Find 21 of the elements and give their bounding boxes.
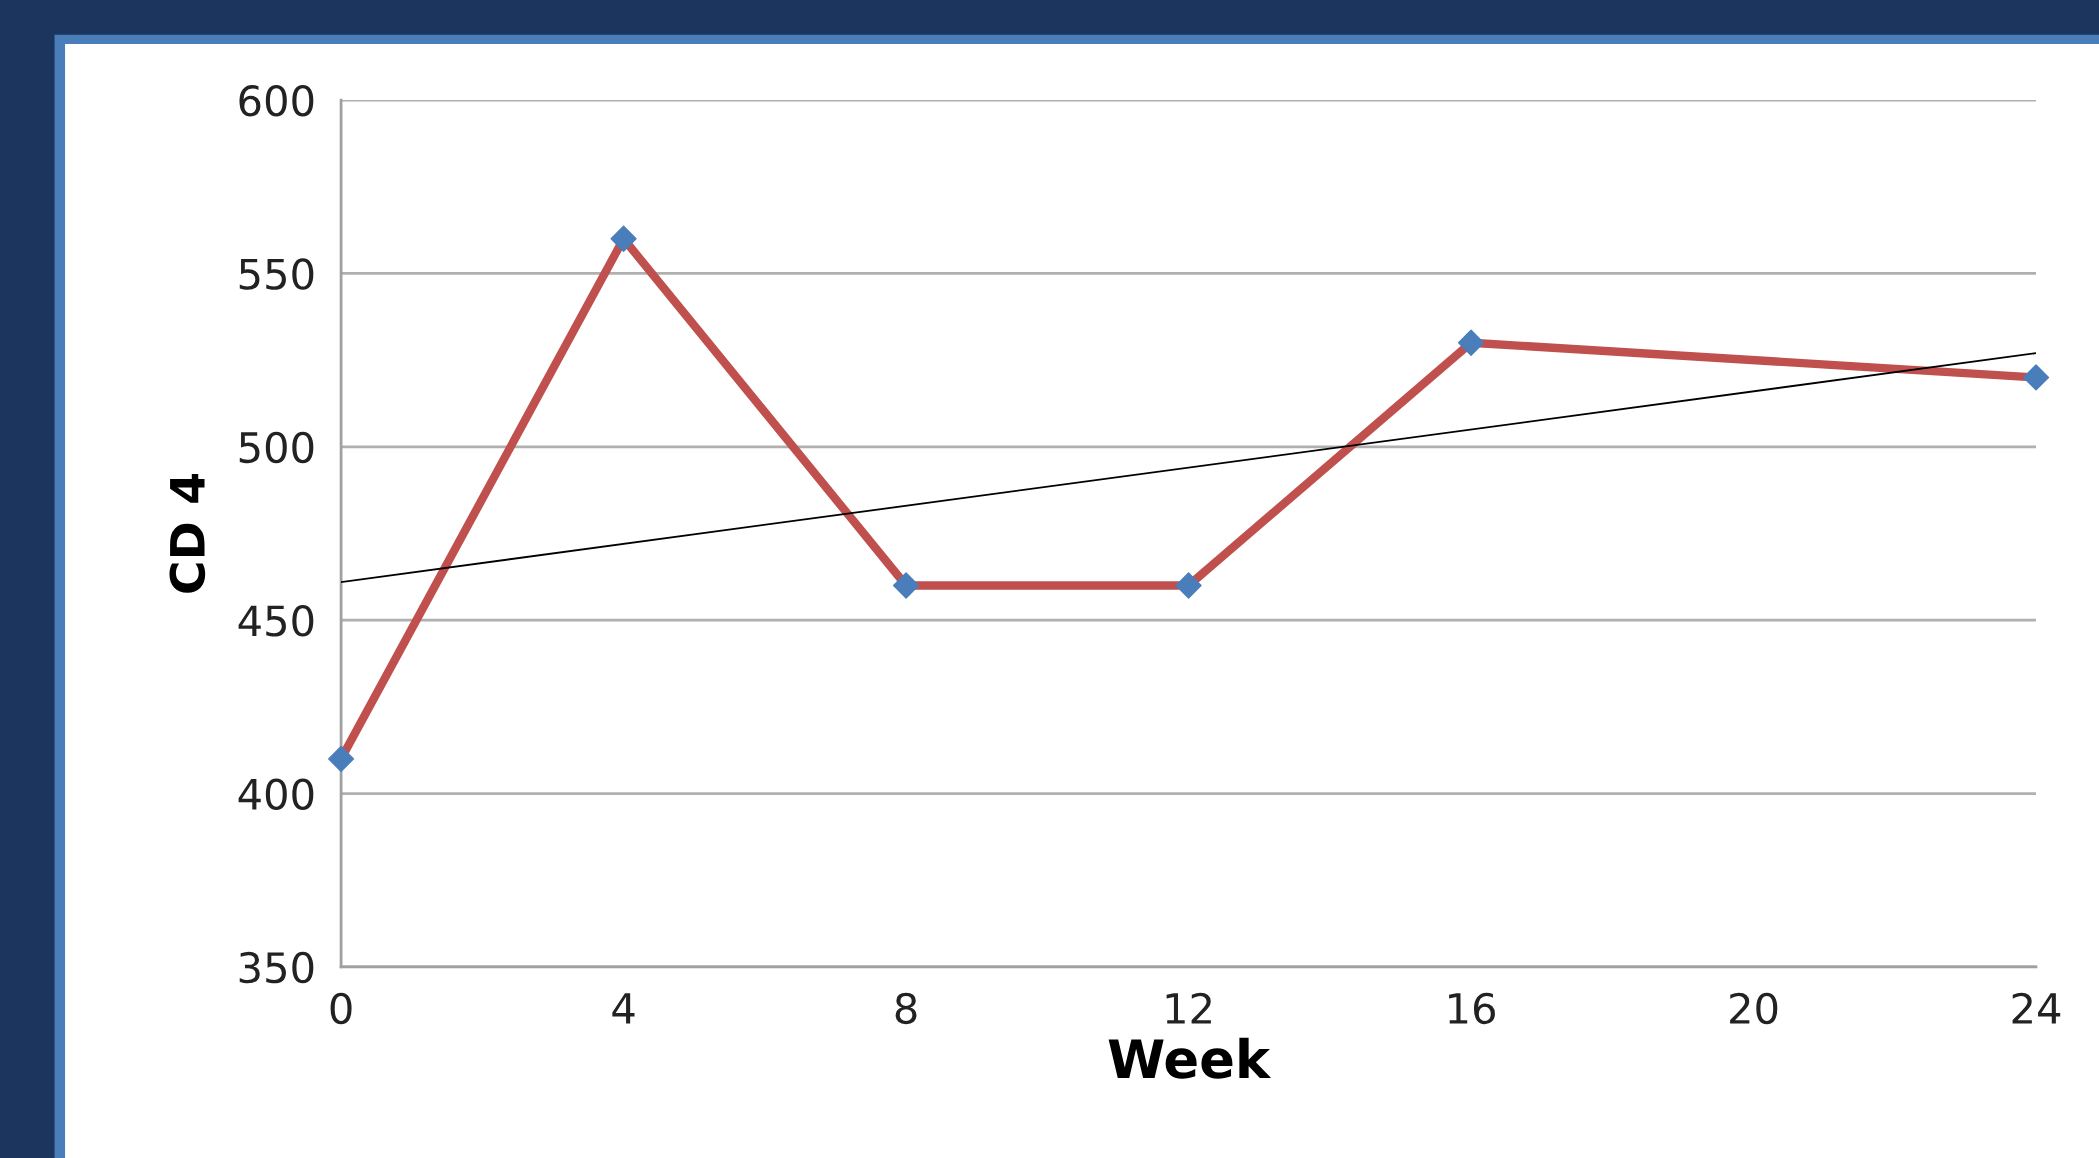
point: [1175, 572, 1202, 599]
x-tick-label: 24: [2012, 992, 2061, 1024]
point: [1457, 329, 1485, 356]
y-tick-label: 600: [239, 84, 314, 117]
y-axis-title: CD 4: [169, 474, 206, 593]
y-tick-label: 500: [239, 431, 314, 464]
x-tick-label: 8: [895, 992, 917, 1025]
y-tick-label: 350: [239, 951, 314, 984]
y-tick-label: 550: [239, 258, 314, 290]
x-tick-label: 4: [612, 993, 635, 1024]
x-tick-label: 16: [1449, 992, 1495, 1025]
y-tick-label: 450: [238, 605, 314, 637]
point: [2022, 364, 2050, 391]
point: [610, 225, 637, 252]
point: [327, 745, 355, 772]
x-tick-label: 12: [1166, 992, 1211, 1024]
x-tick-label: 20: [1730, 992, 1778, 1025]
x-axis-title: Week: [1108, 1037, 1272, 1079]
point: [892, 572, 920, 599]
y-tick-label: 400: [238, 778, 314, 810]
x-tick-label: 0: [330, 992, 352, 1025]
